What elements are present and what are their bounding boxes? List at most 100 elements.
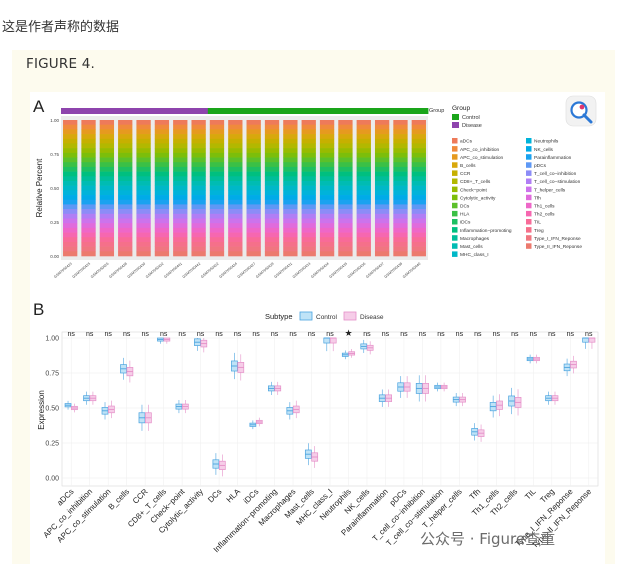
bar-segment — [99, 138, 115, 144]
bar-segment — [301, 232, 316, 238]
bar-segment — [411, 171, 426, 177]
group-bar-segment — [372, 108, 392, 114]
bar-segment — [374, 223, 390, 229]
bar-segment — [356, 120, 371, 125]
significance-label: ns — [308, 331, 316, 338]
bar-segment — [154, 157, 170, 163]
bar-segment — [99, 223, 115, 229]
significance-label: ns — [530, 331, 538, 338]
subtype-swatch-disease — [343, 311, 357, 321]
bar-segment — [63, 134, 78, 140]
bar-segment — [136, 241, 151, 247]
box-plot — [231, 352, 238, 380]
figure-image: A Group 0.00 0.25 0.50 0.75 1.00 Relative Pe… — [30, 92, 605, 564]
bar-segment — [209, 134, 225, 140]
stacked-bar — [264, 120, 280, 257]
bar-segment — [338, 162, 353, 168]
bar-segment — [374, 185, 390, 191]
significance-label: ns — [456, 331, 464, 338]
bar-segment — [319, 246, 335, 252]
bar-segment — [191, 129, 206, 135]
bar-segment — [81, 176, 96, 182]
stacked-bar — [136, 120, 151, 257]
box-plot — [163, 337, 171, 344]
bar-segment — [319, 120, 335, 125]
bar-segment — [283, 190, 298, 196]
group-bar-segment — [299, 108, 319, 114]
y-tick-label: 0.75 — [50, 152, 59, 157]
bar-segment — [319, 171, 335, 177]
cell-legend-swatch — [526, 170, 532, 176]
cell-legend-label: Th2_cells — [534, 212, 555, 218]
bar-segment — [356, 237, 371, 243]
stacked-bar — [356, 120, 371, 257]
bar-segment — [136, 218, 151, 224]
bar-segment — [191, 190, 206, 196]
bar-segment — [209, 162, 225, 168]
bar-segment — [374, 241, 390, 247]
significance-label: ns — [86, 331, 94, 338]
bar-segment — [154, 120, 170, 125]
panel-b-label: B — [33, 300, 44, 319]
bar-segment — [63, 246, 78, 252]
bar-segment — [374, 218, 390, 224]
bar-segment — [283, 232, 298, 238]
bar-segment — [191, 124, 206, 130]
bar-segment — [99, 120, 115, 125]
bar-segment — [374, 204, 390, 210]
bar-segment — [338, 227, 353, 233]
legend-swatch-disease — [452, 122, 459, 128]
panel-b-y-axis: 0.00 0.25 0.50 0.75 1.00 — [45, 336, 59, 483]
bar-segment — [173, 124, 188, 130]
bar-segment — [99, 157, 115, 163]
bar-segment — [63, 237, 78, 243]
bar-segment — [99, 190, 115, 196]
bar-segment — [209, 143, 225, 149]
bar-segment — [191, 237, 206, 243]
bar-segment — [228, 213, 243, 219]
bar-segment — [374, 251, 390, 257]
sample-label: GSM7050441 — [163, 262, 183, 279]
bar-segment — [173, 171, 188, 177]
bar-segment — [264, 204, 280, 210]
bar-segment — [283, 134, 298, 140]
bar-segment — [283, 120, 298, 125]
bar-segment — [154, 199, 170, 205]
bar-segment — [338, 237, 353, 243]
bar-segment — [228, 209, 243, 215]
bar-segment — [81, 185, 96, 191]
bar-segment — [301, 166, 316, 172]
bar-segment — [136, 157, 151, 163]
cell-legend-label: MHC_class_I — [460, 252, 489, 258]
box-plot — [218, 454, 226, 477]
cell-legend-label: CD8+_T_cells — [460, 179, 491, 185]
bar-segment — [136, 237, 151, 243]
bar-segment — [228, 157, 243, 163]
sample-label: GSM7050440 — [402, 262, 422, 279]
significance-label: ns — [437, 331, 445, 338]
panel-a-y-axis: 0.00 0.25 0.50 0.75 1.00 — [50, 118, 59, 259]
cell-legend-label: Type_I_IFN_Reponse — [534, 236, 581, 242]
bar-segment — [81, 251, 96, 257]
bar-segment — [246, 185, 261, 191]
cell-legend-swatch — [526, 235, 532, 241]
bar-segment — [338, 241, 353, 247]
box-plot — [496, 394, 503, 417]
cell-legend-label: NK_cells — [534, 147, 554, 153]
bar-segment — [228, 134, 243, 140]
bar-segment — [411, 204, 426, 210]
cell-legend-swatch — [526, 154, 532, 160]
sample-label: GSM7050428 — [108, 262, 128, 279]
bar-segment — [411, 157, 426, 163]
bar-segment — [246, 241, 261, 247]
cell-legend-label: DCs — [460, 204, 470, 210]
bar-segment — [136, 180, 151, 186]
bar-segment — [191, 232, 206, 238]
bar-segment — [393, 195, 408, 201]
bar-segment — [118, 195, 133, 201]
bar-segment — [374, 227, 390, 233]
bar-segment — [173, 176, 188, 182]
box-body — [588, 337, 596, 343]
bar-segment — [356, 176, 371, 182]
bar-segment — [118, 251, 133, 257]
